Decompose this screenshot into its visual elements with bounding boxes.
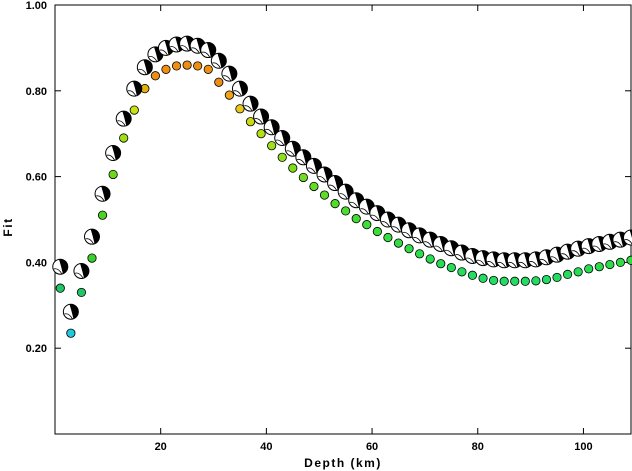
y-tick-label: 1.00 (26, 0, 47, 12)
x-tick-label: 20 (155, 441, 167, 453)
circle-point (584, 264, 594, 274)
circle-point (351, 214, 361, 224)
circle-point (288, 163, 298, 173)
beachball-point (136, 59, 153, 76)
circle-point (330, 199, 340, 209)
beachball-point (83, 228, 100, 245)
circle-point (562, 269, 573, 280)
beachball-point (73, 262, 90, 279)
circle-point (393, 238, 404, 248)
circle-point (224, 90, 234, 100)
circle-point (415, 249, 425, 259)
y-axis-title: Fit (1, 217, 15, 236)
x-tick-label: 100 (574, 441, 592, 453)
circle-point (478, 273, 488, 283)
circle-point (573, 267, 583, 277)
circle-point (235, 104, 245, 114)
circle-point (76, 287, 87, 298)
beachball-point (253, 108, 270, 125)
beachball-point (263, 119, 280, 136)
beachball-point (242, 95, 259, 112)
circle-point (277, 152, 287, 162)
x-tick-label: 40 (260, 441, 272, 453)
circle-point (182, 60, 192, 70)
beachball-point (52, 258, 69, 275)
circle-point (66, 328, 76, 338)
axis-ticks: 20 40 60 80 100 0.20 0.40 0.60 0.80 1.00 (26, 0, 631, 453)
circle-point (214, 77, 224, 87)
y-tick-label: 0.20 (26, 343, 47, 355)
x-axis-title: Depth (km) (304, 456, 382, 470)
circle-point (372, 226, 382, 237)
circle-point (541, 274, 552, 285)
beachball-point (327, 175, 344, 192)
circle-point (298, 172, 308, 183)
circle-point (425, 254, 435, 264)
beachball-point (210, 52, 227, 69)
beachball-point (231, 80, 248, 97)
beachball-point (105, 145, 122, 162)
circle-point (319, 190, 330, 200)
circle-point (171, 61, 182, 71)
circle-point (161, 64, 171, 74)
circle-point (520, 276, 530, 286)
circle-point (436, 259, 446, 269)
circle-point (605, 259, 615, 270)
circle-point (510, 276, 520, 286)
y-tick-label: 0.80 (26, 86, 47, 98)
x-tick-label: 80 (472, 441, 484, 453)
circle-point (615, 257, 626, 267)
circle-point (383, 232, 393, 243)
circle-point (129, 105, 139, 115)
series-beachballs (52, 35, 632, 320)
circle-point (256, 129, 266, 139)
circle-point (457, 267, 467, 277)
circle-point (193, 61, 203, 71)
beachball-point (62, 303, 79, 320)
circle-point (97, 210, 108, 220)
circle-point (203, 64, 213, 74)
beachball-point (115, 110, 132, 127)
circle-point (267, 141, 277, 151)
circle-point (552, 272, 562, 283)
circle-point (362, 220, 372, 230)
series-circles (55, 60, 632, 338)
circle-point (309, 181, 319, 192)
circle-point (87, 253, 97, 263)
circle-point (626, 255, 632, 265)
plot-frame (54, 4, 632, 435)
beachball-point (94, 185, 111, 202)
beachball-point (274, 129, 291, 146)
circle-point (404, 244, 414, 254)
beachball-point (126, 80, 143, 97)
circle-point (245, 117, 256, 127)
circle-point (467, 270, 478, 280)
y-tick-label: 0.40 (26, 257, 47, 269)
circle-point (489, 275, 499, 286)
circle-point (341, 206, 351, 216)
beachball-point (221, 65, 238, 82)
circle-point (119, 133, 129, 143)
circle-point (108, 169, 118, 180)
circle-point (446, 262, 456, 273)
y-tick-label: 0.60 (26, 172, 47, 184)
x-tick-label: 60 (366, 441, 378, 453)
beachball-point (200, 42, 217, 59)
circle-point (594, 262, 604, 272)
circle-point (55, 283, 65, 293)
circle-point (531, 276, 541, 286)
circle-point (150, 71, 161, 81)
circle-point (499, 276, 509, 286)
